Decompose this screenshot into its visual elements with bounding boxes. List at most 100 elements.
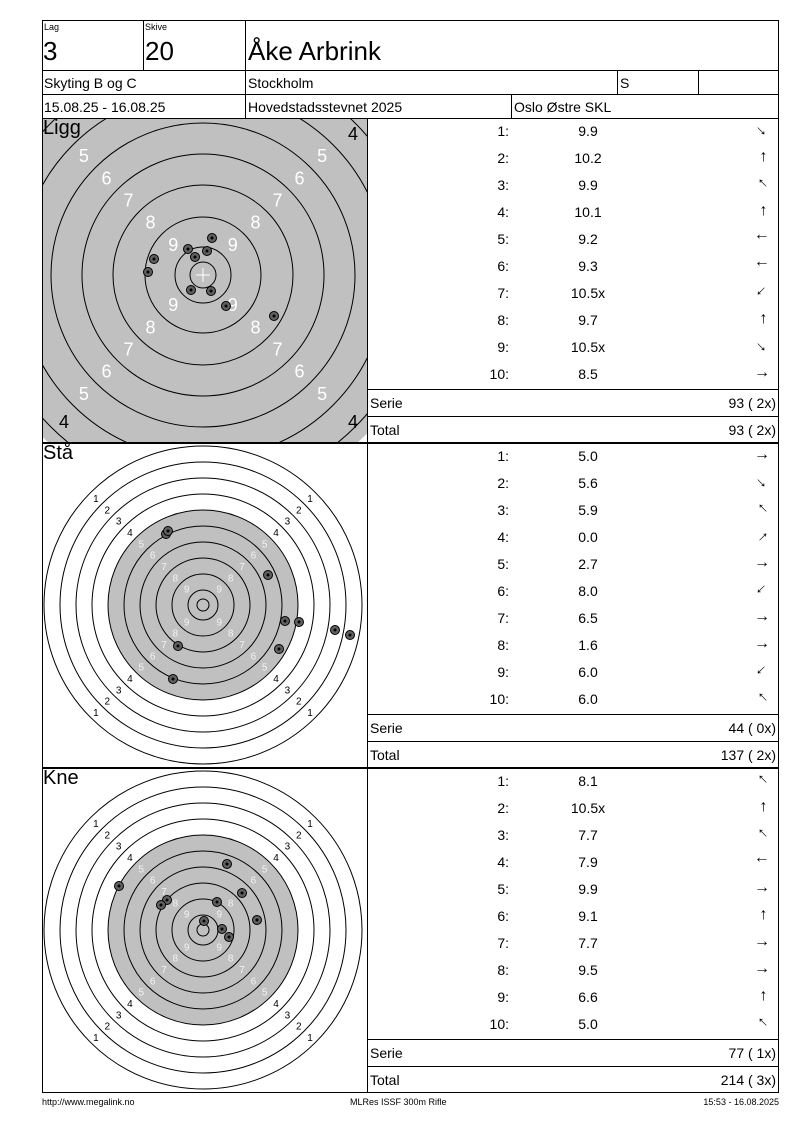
shot-score: 5.0 bbox=[578, 448, 598, 464]
center-cross bbox=[196, 268, 210, 282]
shot-number: 6: bbox=[497, 908, 509, 924]
shot-row: 1: 5.0 → bbox=[368, 444, 778, 471]
ring-label: 9 bbox=[217, 942, 223, 953]
shot-row: 7: 10.5x → bbox=[368, 281, 778, 308]
event-name: Hovedstadsstevnet 2025 bbox=[248, 99, 403, 115]
footer-url[interactable]: http://www.megalink.no bbox=[42, 1097, 135, 1107]
ring-label: 6 bbox=[251, 651, 257, 662]
shot-row: 2: 10.2 → bbox=[368, 146, 778, 173]
arrow-left-icon: → bbox=[754, 230, 770, 247]
total-label: Total bbox=[370, 422, 400, 438]
skive-value: 20 bbox=[145, 36, 174, 66]
ring-label: 8 bbox=[173, 629, 179, 640]
total-label: Total bbox=[370, 747, 400, 763]
ring-label: 1 bbox=[307, 494, 313, 505]
shot-score: 7.7 bbox=[578, 827, 598, 843]
shot-row: 9: 10.5x → bbox=[368, 333, 778, 362]
target-ring bbox=[112, 184, 294, 366]
ring-label: 5 bbox=[139, 988, 145, 999]
shot-score: 6.5 bbox=[578, 610, 598, 626]
shot-row: 3: 5.9 → bbox=[368, 498, 778, 525]
lag-value: 3 bbox=[43, 36, 58, 66]
arrow-down-right-icon: → bbox=[750, 333, 775, 358]
class-name: Skyting B og C bbox=[44, 75, 137, 91]
shot-center bbox=[215, 900, 219, 904]
shot-center bbox=[255, 918, 259, 922]
ring-label: 8 bbox=[173, 898, 179, 909]
ring-label: 8 bbox=[173, 954, 179, 965]
shot-row: 1: 9.9 → bbox=[368, 118, 778, 146]
shot-row: 3: 7.7 → bbox=[368, 823, 778, 850]
ring-label: 6 bbox=[102, 169, 112, 189]
target-ring bbox=[187, 589, 219, 621]
serie-row: Serie 93 ( 2x) bbox=[368, 389, 778, 417]
arrow-down-left-icon: → bbox=[750, 659, 775, 684]
total-value: 214 ( 3x) bbox=[720, 1072, 776, 1088]
shot-score: 9.2 bbox=[578, 231, 598, 247]
ring-label: 6 bbox=[251, 976, 257, 987]
shot-center bbox=[159, 903, 163, 907]
shot-row: 9: 6.6 → bbox=[368, 985, 778, 1012]
shot-score: 8.0 bbox=[578, 583, 598, 599]
shot-score: 5.0 bbox=[578, 1016, 598, 1032]
shot-number: 6: bbox=[497, 258, 509, 274]
target-ring bbox=[50, 122, 356, 428]
ring-label: 8 bbox=[250, 317, 260, 337]
ring-label: 4 bbox=[127, 853, 133, 864]
shot-center bbox=[193, 255, 197, 259]
position-title: Stå bbox=[43, 443, 74, 464]
serie-row: Serie 44 ( 0x) bbox=[368, 714, 778, 742]
ring-label: 7 bbox=[161, 640, 167, 651]
city: Stockholm bbox=[248, 75, 314, 91]
serie-label: Serie bbox=[370, 1045, 403, 1061]
shot-row: 7: 6.5 → bbox=[368, 606, 778, 633]
ring-label: 5 bbox=[262, 539, 268, 550]
arrow-up-left-icon: → bbox=[749, 1011, 774, 1036]
ring-label: 8 bbox=[228, 573, 234, 584]
ring-label: 3 bbox=[116, 685, 122, 696]
ring-label: 7 bbox=[124, 191, 134, 211]
ring-label: 6 bbox=[150, 551, 156, 562]
target-ring bbox=[196, 598, 210, 612]
shot-center bbox=[333, 628, 337, 632]
target-ring bbox=[171, 898, 235, 962]
arrow-up-icon: → bbox=[753, 311, 770, 327]
target-panel-ligg: Ligg 9 9 9 9 8 8 8 8 7 7 7 7 6 6 6 6 5 5 5 5 4 4 4 bbox=[42, 118, 368, 443]
shot-score: 10.5x bbox=[570, 800, 606, 816]
shot-row: 10: 5.0 → bbox=[368, 1012, 778, 1039]
target-ring bbox=[91, 493, 315, 717]
ring-label: 2 bbox=[296, 505, 302, 516]
shot-center bbox=[146, 270, 150, 274]
shot-row: 2: 5.6 → bbox=[368, 470, 778, 498]
arrow-left-icon: → bbox=[754, 257, 770, 274]
shot-number: 9: bbox=[497, 339, 509, 355]
nation: S bbox=[620, 75, 630, 91]
shot-score: 10.1 bbox=[574, 204, 602, 220]
arrow-up-left-icon: → bbox=[749, 768, 774, 793]
ring-label: 4 bbox=[273, 674, 279, 685]
target-ring bbox=[43, 770, 363, 1090]
club: Oslo Østre SKL bbox=[514, 99, 612, 115]
shot-row: 10: 6.0 → bbox=[368, 687, 778, 714]
ring-label: 7 bbox=[239, 965, 245, 976]
shot-score: 5.9 bbox=[578, 502, 598, 518]
arrow-right-icon: → bbox=[754, 446, 770, 463]
target-ring bbox=[59, 461, 347, 749]
ring-label: 8 bbox=[228, 629, 234, 640]
ring-label: 8 bbox=[173, 573, 179, 584]
shot-score: 10.2 bbox=[574, 150, 602, 166]
arrow-up-icon: → bbox=[753, 799, 770, 815]
serie-value: 44 ( 0x) bbox=[728, 720, 776, 736]
ring-label: 4 bbox=[127, 674, 133, 685]
shot-row: 4: 10.1 → bbox=[368, 200, 778, 227]
shot-center bbox=[272, 314, 276, 318]
ring-label: 2 bbox=[296, 697, 302, 708]
shot-number: 1: bbox=[497, 448, 509, 464]
target-black-area bbox=[43, 119, 367, 442]
arrow-right-icon: → bbox=[754, 879, 770, 896]
shot-number: 10: bbox=[489, 1016, 509, 1032]
shot-score: 6.0 bbox=[578, 691, 598, 707]
shot-row: 8: 1.6 → bbox=[368, 633, 778, 660]
ring-label: 5 bbox=[139, 663, 145, 674]
shot-row: 5: 9.2 → bbox=[368, 227, 778, 254]
